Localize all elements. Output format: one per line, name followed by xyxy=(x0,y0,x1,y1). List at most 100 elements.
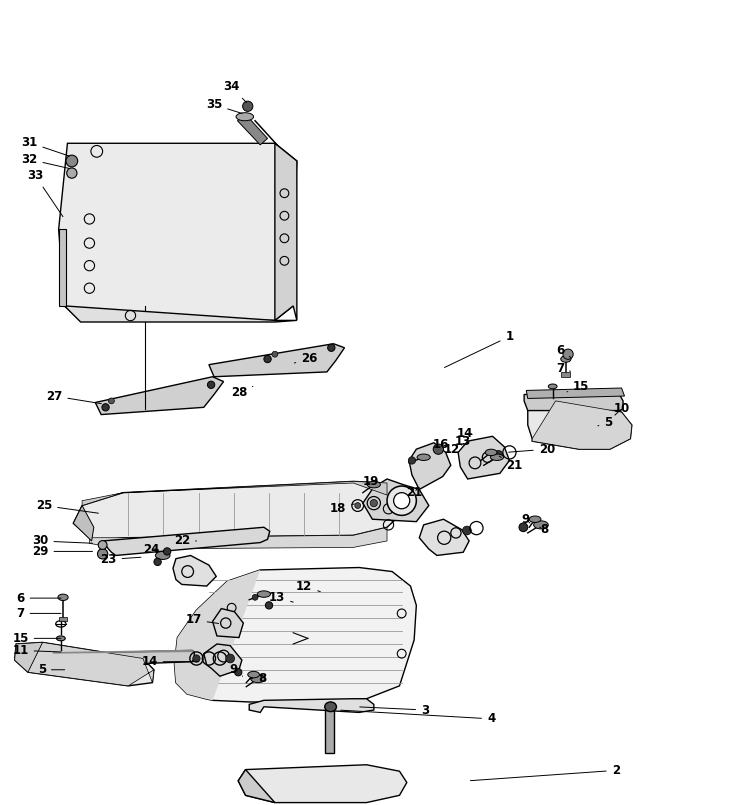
Text: 20: 20 xyxy=(509,443,555,456)
Text: 22: 22 xyxy=(174,535,196,547)
Text: 21: 21 xyxy=(406,486,422,499)
Polygon shape xyxy=(174,570,260,700)
Ellipse shape xyxy=(417,454,430,460)
Text: 5: 5 xyxy=(598,416,613,429)
Polygon shape xyxy=(15,642,154,686)
Ellipse shape xyxy=(490,454,504,460)
Polygon shape xyxy=(213,609,243,638)
Text: 33: 33 xyxy=(27,169,63,217)
Circle shape xyxy=(519,523,528,531)
Text: 13: 13 xyxy=(455,435,471,448)
Polygon shape xyxy=(103,527,270,555)
Polygon shape xyxy=(173,555,216,586)
Text: 1: 1 xyxy=(444,330,514,368)
Polygon shape xyxy=(238,770,275,803)
Text: 19: 19 xyxy=(363,475,379,488)
Text: 18: 18 xyxy=(330,502,354,515)
Text: 14: 14 xyxy=(457,427,473,440)
Circle shape xyxy=(207,381,215,389)
Text: 26: 26 xyxy=(295,352,317,365)
Text: 10: 10 xyxy=(614,402,630,415)
Circle shape xyxy=(102,403,109,411)
Text: 8: 8 xyxy=(250,672,267,685)
Circle shape xyxy=(408,456,416,464)
Circle shape xyxy=(66,155,78,167)
Circle shape xyxy=(265,601,273,609)
Text: 31: 31 xyxy=(21,136,69,156)
Polygon shape xyxy=(28,642,154,686)
Text: 30: 30 xyxy=(32,535,92,547)
Ellipse shape xyxy=(236,113,254,121)
Text: 35: 35 xyxy=(206,98,242,114)
Polygon shape xyxy=(59,617,67,621)
Circle shape xyxy=(108,398,114,404)
Polygon shape xyxy=(419,519,469,555)
Circle shape xyxy=(370,499,377,507)
Text: 16: 16 xyxy=(432,438,449,451)
Text: 24: 24 xyxy=(143,543,159,555)
Circle shape xyxy=(193,654,200,663)
Polygon shape xyxy=(325,708,334,753)
Circle shape xyxy=(235,668,242,676)
Polygon shape xyxy=(526,388,625,398)
Polygon shape xyxy=(409,443,451,489)
Ellipse shape xyxy=(548,384,557,389)
Ellipse shape xyxy=(58,594,68,601)
Circle shape xyxy=(226,654,235,663)
Polygon shape xyxy=(73,506,94,541)
Ellipse shape xyxy=(485,449,497,456)
Ellipse shape xyxy=(155,551,170,559)
Polygon shape xyxy=(59,143,297,320)
Text: 11: 11 xyxy=(12,644,61,657)
Polygon shape xyxy=(237,114,268,145)
Text: 28: 28 xyxy=(231,386,253,399)
Ellipse shape xyxy=(534,521,548,529)
Text: 14: 14 xyxy=(141,655,199,668)
Ellipse shape xyxy=(248,671,259,678)
Ellipse shape xyxy=(561,356,571,362)
Text: 27: 27 xyxy=(46,390,101,403)
Polygon shape xyxy=(532,401,632,449)
Polygon shape xyxy=(95,377,224,415)
Polygon shape xyxy=(238,765,407,803)
Circle shape xyxy=(163,547,171,555)
Circle shape xyxy=(394,493,410,509)
Text: 13: 13 xyxy=(269,591,293,604)
Text: 25: 25 xyxy=(36,499,98,514)
Polygon shape xyxy=(561,372,570,377)
Text: 17: 17 xyxy=(185,613,218,626)
Polygon shape xyxy=(275,143,297,320)
Circle shape xyxy=(252,594,258,601)
Text: 7: 7 xyxy=(556,362,570,375)
Ellipse shape xyxy=(251,675,265,683)
Text: 9: 9 xyxy=(521,513,530,526)
Ellipse shape xyxy=(56,636,65,641)
Circle shape xyxy=(328,344,335,352)
Circle shape xyxy=(463,526,471,535)
Polygon shape xyxy=(528,401,632,449)
Polygon shape xyxy=(524,394,623,411)
Circle shape xyxy=(264,355,271,363)
Text: 6: 6 xyxy=(16,592,61,605)
Text: 4: 4 xyxy=(341,710,496,725)
Circle shape xyxy=(243,101,253,111)
Polygon shape xyxy=(15,642,43,672)
Circle shape xyxy=(97,549,108,559)
Circle shape xyxy=(387,486,416,515)
Ellipse shape xyxy=(529,516,541,522)
Text: 23: 23 xyxy=(100,553,141,566)
Text: 12: 12 xyxy=(443,443,460,456)
Circle shape xyxy=(98,541,107,549)
Text: 21: 21 xyxy=(499,456,523,472)
Text: 9: 9 xyxy=(229,663,243,676)
Text: 34: 34 xyxy=(224,80,246,103)
Text: 5: 5 xyxy=(37,663,65,676)
Polygon shape xyxy=(209,344,345,377)
Polygon shape xyxy=(204,644,242,676)
Polygon shape xyxy=(53,650,194,667)
Circle shape xyxy=(494,451,503,459)
Polygon shape xyxy=(458,436,509,479)
Circle shape xyxy=(67,168,77,178)
Polygon shape xyxy=(59,229,66,306)
Text: 8: 8 xyxy=(539,523,548,536)
